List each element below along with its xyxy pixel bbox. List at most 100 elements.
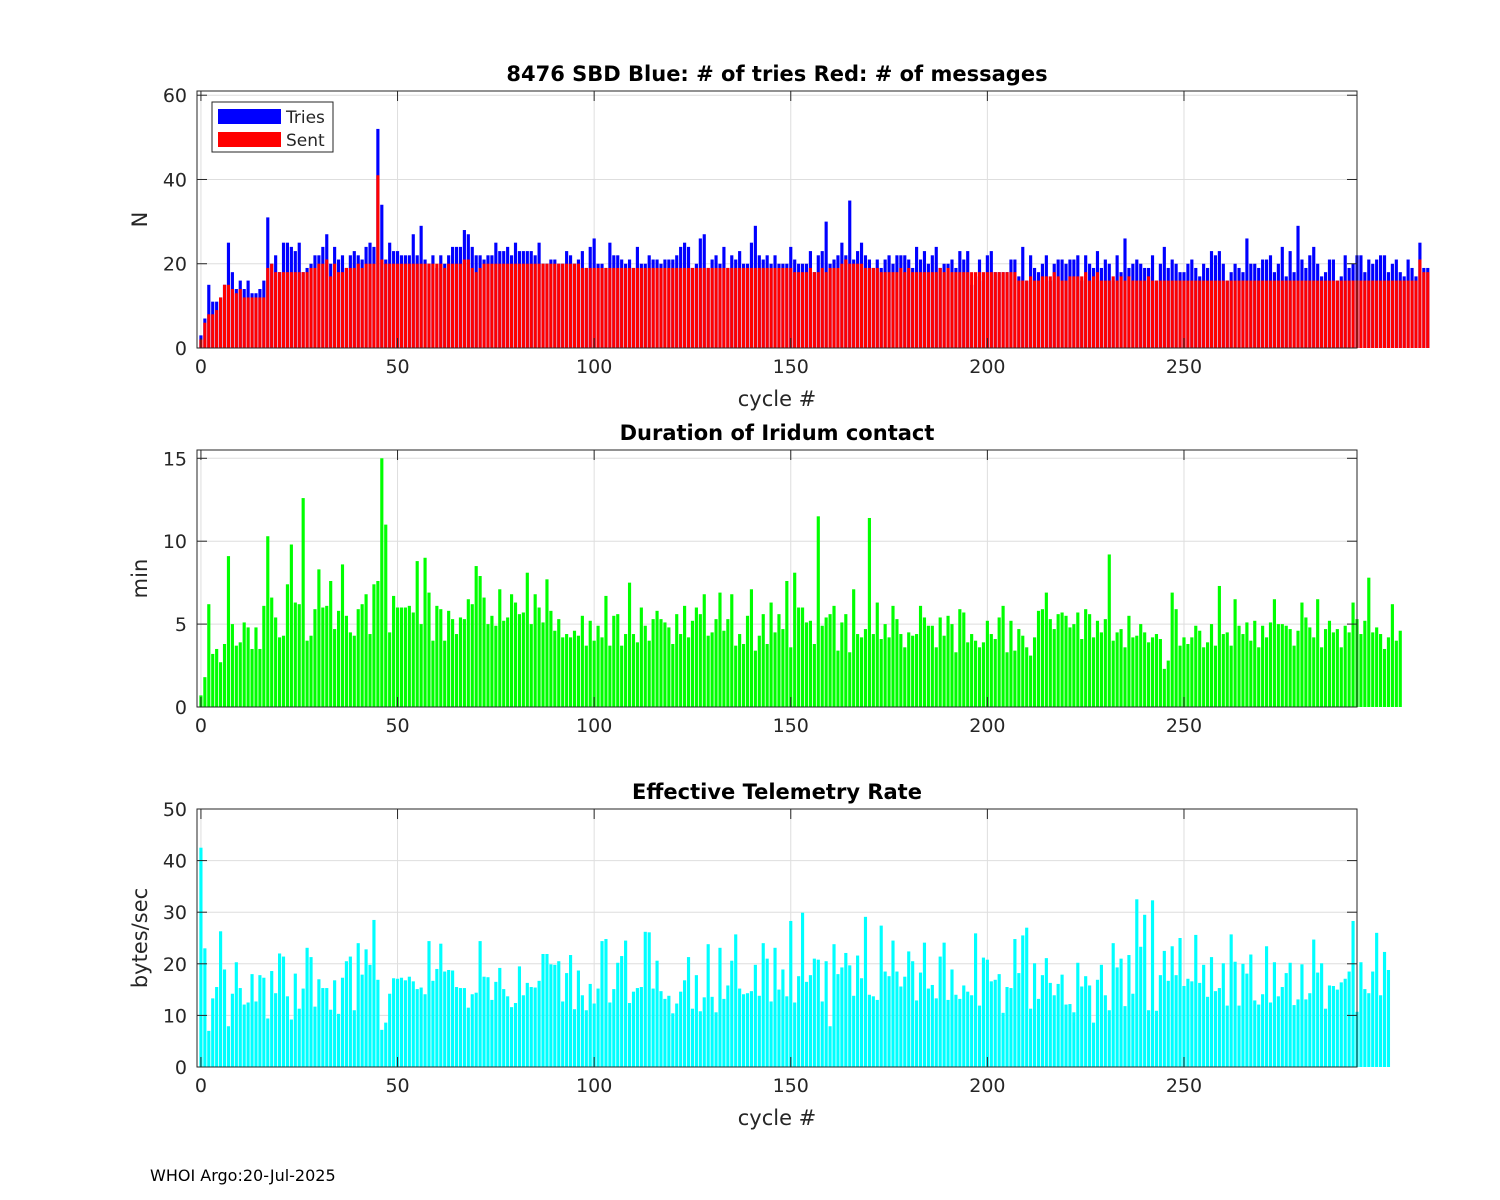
- bar-telemetry-rate: [258, 975, 262, 1067]
- bar-sent: [1343, 280, 1347, 348]
- bar-duration: [1327, 620, 1332, 707]
- bar-duration: [1343, 625, 1347, 707]
- bar-sent: [875, 267, 879, 348]
- bar-sent: [816, 272, 820, 348]
- bar-telemetry-rate: [254, 1001, 258, 1067]
- bar-duration: [895, 619, 899, 707]
- bar-duration: [844, 614, 848, 707]
- bar-sent: [1410, 280, 1414, 348]
- bar-duration: [1048, 619, 1052, 707]
- bar-telemetry-rate: [462, 988, 466, 1067]
- bar-telemetry-rate: [266, 1018, 270, 1067]
- bar-sent: [686, 267, 691, 348]
- bar-sent: [1170, 280, 1174, 348]
- bar-duration: [1233, 599, 1237, 707]
- bar-sent: [439, 263, 443, 348]
- bar-duration: [793, 572, 797, 707]
- bar-sent: [1347, 280, 1351, 348]
- bar-duration: [671, 643, 675, 707]
- bar-sent: [1331, 280, 1335, 348]
- bar-sent: [1398, 280, 1402, 348]
- bar-telemetry-rate: [690, 1008, 695, 1067]
- bar-duration: [1304, 617, 1308, 707]
- bar-telemetry-rate: [305, 947, 309, 1067]
- bar-sent: [1272, 280, 1276, 348]
- bar-sent: [777, 267, 781, 348]
- bar-sent: [655, 267, 659, 348]
- bar-sent: [423, 263, 427, 348]
- bar-telemetry-rate: [1284, 973, 1288, 1067]
- bar-sent: [234, 293, 238, 348]
- bar-sent: [372, 263, 376, 348]
- bar-telemetry-rate: [974, 933, 978, 1067]
- x-tick-label: 50: [385, 715, 409, 737]
- bar-duration: [753, 650, 757, 707]
- bar-sent: [1339, 280, 1343, 348]
- bar-sent: [761, 267, 765, 348]
- bar-telemetry-rate: [588, 983, 592, 1067]
- bar-duration: [1072, 624, 1076, 707]
- bar-sent: [203, 322, 207, 348]
- bar-sent: [262, 297, 266, 348]
- bar-sent: [1107, 280, 1111, 348]
- bar-telemetry-rate: [667, 995, 671, 1067]
- bar-duration: [946, 615, 950, 707]
- bar-telemetry-rate: [376, 979, 380, 1067]
- y-tick-label: 30: [163, 902, 187, 924]
- bar-duration: [1103, 619, 1107, 707]
- bar-telemetry-rate: [1206, 996, 1210, 1067]
- bar-duration: [1272, 599, 1276, 707]
- bar-sent: [663, 267, 667, 348]
- bar-telemetry-rate: [576, 970, 580, 1067]
- bar-sent: [1158, 280, 1162, 348]
- bar-telemetry-rate: [1076, 962, 1080, 1067]
- bar-sent: [887, 272, 891, 348]
- bar-telemetry-rate: [789, 920, 793, 1067]
- bar-telemetry-rate: [1186, 978, 1190, 1067]
- bar-telemetry-rate: [1158, 975, 1162, 1067]
- bar-sent: [392, 263, 396, 348]
- bar-duration: [1371, 632, 1375, 707]
- bar-duration: [1127, 615, 1131, 707]
- bar-sent: [718, 267, 722, 348]
- bar-duration: [1139, 624, 1143, 707]
- bar-telemetry-rate: [915, 1000, 919, 1067]
- bar-telemetry-rate: [321, 988, 325, 1067]
- bar-sent: [513, 263, 518, 348]
- bar-sent: [1131, 280, 1135, 348]
- bar-sent: [726, 267, 730, 348]
- bar-duration: [1245, 622, 1249, 707]
- bar-duration: [918, 605, 923, 707]
- bar-sent: [1032, 280, 1037, 348]
- bar-duration: [871, 634, 875, 707]
- bar-sent: [812, 272, 816, 348]
- bar-duration: [1009, 620, 1013, 707]
- bar-sent: [596, 267, 600, 348]
- bar-sent: [215, 310, 219, 348]
- bar-duration: [376, 580, 380, 707]
- legend-label-tries: Tries: [285, 108, 325, 128]
- bar-duration: [1323, 629, 1328, 707]
- y-tick-label: 10: [163, 531, 187, 553]
- bar-duration: [230, 624, 234, 707]
- bar-sent: [470, 267, 474, 348]
- bar-sent: [451, 263, 455, 348]
- bar-sent: [1194, 280, 1198, 348]
- bar-telemetry-rate: [1233, 961, 1237, 1067]
- y-tick-label: 20: [163, 954, 187, 976]
- bar-duration: [557, 619, 561, 707]
- bar-sent: [1335, 280, 1339, 348]
- bar-telemetry-rate: [1190, 981, 1194, 1067]
- bar-duration: [1363, 620, 1367, 707]
- bar-telemetry-rate: [238, 988, 242, 1067]
- bar-sent: [388, 263, 392, 348]
- bar-duration: [1186, 643, 1190, 707]
- bar-duration: [926, 625, 930, 707]
- bar-duration: [360, 604, 364, 707]
- bar-sent: [773, 267, 777, 348]
- x-tick-label: 0: [195, 356, 207, 378]
- bar-duration: [1367, 577, 1371, 707]
- bar-duration: [938, 617, 942, 707]
- y-tick-label: 60: [163, 85, 187, 107]
- bar-sent: [675, 267, 679, 348]
